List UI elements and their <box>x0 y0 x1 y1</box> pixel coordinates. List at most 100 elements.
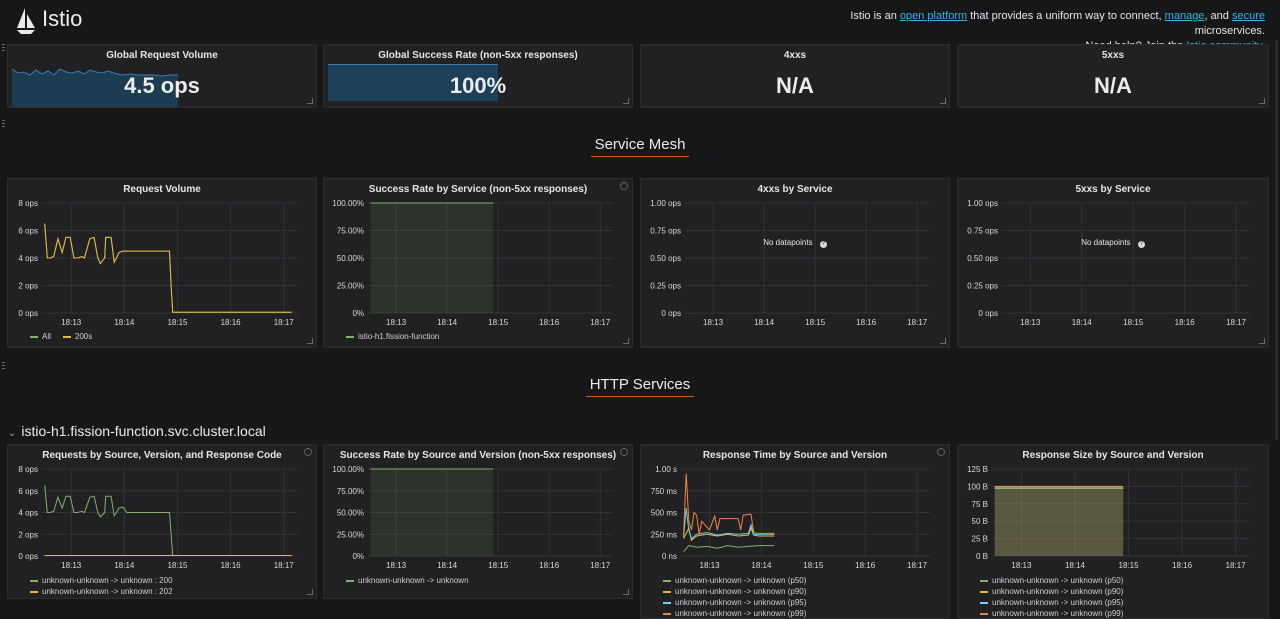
series-line <box>44 223 292 313</box>
panel-request-volume[interactable]: Request Volume 0 ops 2 ops 4 ops 6 ops 8 ops… <box>7 178 317 348</box>
panel-4xxs-by-service[interactable]: 4xxs by Service 0 ops 0.25 ops 0.50 ops 0.7… <box>640 178 950 348</box>
x-tick-label: 18:17 <box>590 318 611 327</box>
row-drag-handle[interactable] <box>2 362 5 371</box>
panel-title[interactable]: Global Success Rate (non-5xx responses) <box>378 50 578 61</box>
panel-success-rate-by-service[interactable]: Success Rate by Service (non-5xx respons… <box>323 178 633 348</box>
manage-link[interactable]: manage <box>1164 10 1205 22</box>
panel-title[interactable]: 5xxs by Service <box>1075 184 1151 195</box>
panel-title[interactable]: Success Rate by Source and Version (non-… <box>339 450 617 461</box>
resize-handle[interactable] <box>1259 98 1265 104</box>
requests-by-source-chart: 0 ops 2 ops 4 ops 6 ops 8 ops 18:13 18:14 18:15… <box>18 465 297 570</box>
panel-response-size[interactable]: Response Size by Source and Version 0 B 2… <box>957 444 1269 619</box>
panel-success-by-source[interactable]: Success Rate by Source and Version (non-… <box>323 444 633 599</box>
series-line <box>44 223 292 313</box>
legend-item-p50[interactable]: unknown-unknown -> unknown (p50) <box>980 575 1123 586</box>
x-tick-label: 18:15 <box>167 318 188 327</box>
resize-handle[interactable] <box>940 338 946 344</box>
resize-handle[interactable] <box>623 589 629 595</box>
legend-swatch <box>30 579 38 582</box>
y-tick-label: 1.00 ops <box>967 199 998 208</box>
x-tick-label: 18:17 <box>907 318 928 327</box>
chart-legend: unknown-unknown -> unknown (p50) unknown… <box>980 575 1135 619</box>
5xxs-chart: 0 ops 0.25 ops 0.50 ops 0.75 ops 1.00 ops 18:… <box>967 199 1249 327</box>
x-tick-label: 18:15 <box>1119 561 1140 570</box>
panel-title[interactable]: 4xxs <box>783 50 807 61</box>
legend-item-service[interactable]: istio-h1.fission-function <box>346 331 439 342</box>
y-tick-label: 50.00% <box>337 254 364 263</box>
success-rate-chart: 0% 25.00% 50.00% 75.00% 100.00% 18:13 18:14 18:… <box>332 199 613 327</box>
legend-item-p95[interactable]: unknown-unknown -> unknown (p95) <box>663 597 806 608</box>
open-platform-link[interactable]: open platform <box>899 10 968 22</box>
stat-panel-4xxs[interactable]: 4xxs N/A <box>640 44 950 108</box>
panel-title[interactable]: Global Request Volume <box>106 50 218 61</box>
help-circle-icon[interactable]: ? <box>819 241 827 248</box>
stat-panel-5xxs[interactable]: 5xxs N/A <box>957 44 1269 108</box>
panel-title[interactable]: Request Volume <box>123 184 201 195</box>
resize-handle[interactable] <box>307 338 313 344</box>
row-drag-handle[interactable] <box>2 120 5 129</box>
y-tick-label: 2 ops <box>18 530 38 539</box>
panel-requests-by-source[interactable]: Requests by Source, Version, and Respons… <box>7 444 317 599</box>
legend-item-200[interactable]: unknown-unknown -> unknown : 200 <box>30 575 173 586</box>
legend-item-p99[interactable]: unknown-unknown -> unknown (p99) <box>980 608 1123 619</box>
panel-title[interactable]: 5xxs <box>1101 50 1125 61</box>
legend-swatch <box>30 335 38 338</box>
panel-title[interactable]: 4xxs by Service <box>757 184 833 195</box>
x-tick-label: 18:15 <box>1123 318 1144 327</box>
resize-handle[interactable] <box>623 98 629 104</box>
y-tick-label: 0 ops <box>661 309 681 318</box>
panel-title[interactable]: Response Time by Source and Version <box>702 450 888 461</box>
chart-legend: istio-h1.fission-function <box>346 331 451 342</box>
legend-item-p90[interactable]: unknown-unknown -> unknown (p90) <box>980 586 1123 597</box>
y-tick-label: 125 B <box>967 465 988 474</box>
panel-5xxs-by-service[interactable]: 5xxs by Service 0 ops 0.25 ops 0.50 ops 0.7… <box>957 178 1269 348</box>
row-drag-handle[interactable] <box>2 44 5 53</box>
y-tick-label: 250 ms <box>651 530 677 539</box>
panel-response-time[interactable]: Response Time by Source and Version 0 ns… <box>640 444 950 619</box>
panel-title[interactable]: Response Size by Source and Version <box>1022 450 1204 461</box>
legend-item-202[interactable]: unknown-unknown -> unknown : 202 <box>30 586 173 597</box>
success-rate-gauge-fill <box>328 64 498 101</box>
x-tick-label: 18:14 <box>437 561 458 570</box>
x-tick-label: 18:17 <box>274 318 295 327</box>
secure-link[interactable]: secure <box>1231 10 1265 22</box>
resize-handle[interactable] <box>1259 338 1265 344</box>
y-tick-label: 500 ms <box>651 509 677 518</box>
x-tick-label: 18:14 <box>754 318 775 327</box>
legend-item-all[interactable]: All <box>30 331 51 342</box>
stat-value: 4.5 ops <box>124 73 200 98</box>
x-tick-label: 18:16 <box>221 561 242 570</box>
legend-item-p99[interactable]: unknown-unknown -> unknown (p99) <box>663 608 806 619</box>
no-datapoints-message: No datapoints ? <box>641 238 949 248</box>
legend-item-p90[interactable]: unknown-unknown -> unknown (p90) <box>663 586 806 597</box>
service-row-toggle[interactable]: ⌄ istio-h1.fission-function.svc.cluster.l… <box>8 423 266 439</box>
x-tick-label: 18:13 <box>386 318 407 327</box>
series-area <box>994 486 1124 556</box>
stat-panel-global-request-volume[interactable]: Global Request Volume 4.5 ops <box>7 44 317 108</box>
chart-legend: unknown-unknown -> unknown : 200 unknown… <box>30 575 185 597</box>
series-line <box>683 526 775 542</box>
x-tick-label: 18:13 <box>1020 318 1041 327</box>
page-scrollbar[interactable] <box>1275 40 1278 440</box>
legend-item-p50[interactable]: unknown-unknown -> unknown (p50) <box>663 575 806 586</box>
4xxs-chart: 0 ops 0.25 ops 0.50 ops 0.75 ops 1.00 ops 18:… <box>650 199 930 327</box>
sparkline-line <box>12 68 178 77</box>
no-datapoints-text: No datapoints <box>763 238 813 247</box>
legend-label: All <box>42 332 51 341</box>
loading-spinner-icon <box>937 448 945 456</box>
panel-title[interactable]: Success Rate by Service (non-5xx respons… <box>368 184 588 195</box>
resize-handle[interactable] <box>307 98 313 104</box>
resize-handle[interactable] <box>623 338 629 344</box>
legend-item-source[interactable]: unknown-unknown -> unknown <box>346 575 469 586</box>
y-tick-label: 0 ops <box>18 309 38 318</box>
panel-title[interactable]: Requests by Source, Version, and Respons… <box>42 450 282 461</box>
legend-item-p95[interactable]: unknown-unknown -> unknown (p95) <box>980 597 1123 608</box>
istio-logo-icon[interactable] <box>14 6 40 36</box>
resize-handle[interactable] <box>940 98 946 104</box>
resize-handle[interactable] <box>307 589 313 595</box>
help-circle-icon[interactable]: ? <box>1137 241 1145 248</box>
legend-item-200s[interactable]: 200s <box>62 331 92 342</box>
y-tick-label: 25.00% <box>337 282 364 291</box>
stat-panel-global-success-rate[interactable]: Global Success Rate (non-5xx responses) … <box>323 44 633 108</box>
service-name: istio-h1.fission-function.svc.cluster.lo… <box>21 423 266 439</box>
